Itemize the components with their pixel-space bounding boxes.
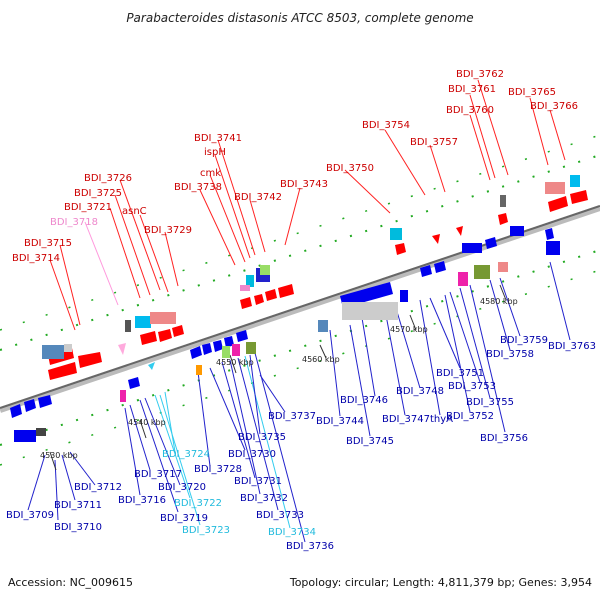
gene-label[interactable]: BDI_3728 [194,464,242,475]
gene-label[interactable]: BDI_3730 [228,449,276,460]
gene-label[interactable]: BDI_3724 [162,449,210,460]
tick-label-4580: 4580 kbp [480,297,518,306]
gene-label[interactable]: BDI_3723 [182,525,230,536]
genome-map-page: Parabacteroides distasonis ATCC 8503, co… [0,0,600,600]
gene-label[interactable]: BDI_3710 [54,522,102,533]
gene-label[interactable]: BDI_3759 [500,335,548,346]
gene-label[interactable]: BDI_3736 [286,541,334,552]
gene-label[interactable]: BDI_3748 [396,386,444,397]
gene-label[interactable]: BDI_3741 [194,133,242,144]
bottom-gene-labels: BDI_3709 BDI_3710 BDI_3711 BDI_3712 BDI_… [6,335,596,552]
tick-label-4560: 4560 kbp [302,355,340,364]
tick-label-4540: 4540 kbp [128,418,166,427]
gene-label[interactable]: BDI_3709 [6,510,54,521]
gene-label[interactable]: BDI_3729 [144,225,192,236]
gene-label[interactable]: BDI_3763 [548,341,596,352]
gene-label[interactable]: BDI_3726 [84,173,132,184]
gene-label[interactable]: BDI_3719 [160,513,208,524]
topology-text: Topology: circular; Length: 4,811,379 bp… [289,576,592,589]
gene-label[interactable]: asnC [122,206,147,217]
gene-label[interactable]: ispH [204,147,226,158]
gene-label[interactable]: BDI_3758 [486,349,534,360]
gene-label[interactable]: BDI_3738 [174,182,222,193]
gene-label[interactable]: BDI_3756 [480,433,528,444]
gene-label[interactable]: BDI_3753 [448,381,496,392]
gene-label[interactable]: BDI_3718 [50,217,98,228]
genome-backbone [0,208,600,410]
top-gene-labels: BDI_3714 BDI_3715 BDI_3718 BDI_3721 BDI_… [12,69,578,264]
gene-label[interactable]: BDI_3745 [346,436,394,447]
gene-label[interactable]: BDI_3712 [74,482,122,493]
gene-label[interactable]: BDI_3711 [54,500,102,511]
gene-label[interactable]: BDI_3737 [268,411,316,422]
gene-label[interactable]: BDI_3766 [530,101,578,112]
gene-label[interactable]: BDI_3733 [256,510,304,521]
gene-label[interactable]: BDI_3754 [362,120,410,131]
gene-label[interactable]: BDI_3747 [382,414,430,425]
gene-label[interactable]: BDI_3742 [234,192,282,203]
gene-label[interactable]: BDI_3750 [326,163,374,174]
gene-label[interactable]: BDI_3735 [238,432,286,443]
gene-label[interactable]: BDI_3765 [508,87,556,98]
gene-label[interactable]: BDI_3731 [234,476,282,487]
gene-label[interactable]: BDI_3725 [74,188,122,199]
accession-text: Accession: NC_009615 [8,576,133,589]
reverse-strand-genes [10,226,560,442]
gene-label[interactable]: BDI_3721 [64,202,112,213]
gene-label[interactable]: cmk [200,168,221,179]
tick-label-4570: 4570 kbp [390,325,428,334]
gene-label[interactable]: BDI_3761 [448,84,496,95]
top-leader-lines [50,80,565,330]
gene-label[interactable]: BDI_3757 [410,137,458,148]
gene-label[interactable]: BDI_3722 [174,498,222,509]
tick-label-4550: 4550 kbp [216,358,254,367]
gene-label[interactable]: BDI_3744 [316,416,364,427]
gene-label[interactable]: BDI_3743 [280,179,328,190]
gene-label[interactable]: BDI_3714 [12,253,60,264]
genome-map: Parabacteroides distasonis ATCC 8503, co… [0,0,600,600]
gene-label[interactable]: BDI_3720 [158,482,206,493]
gene-label[interactable]: BDI_3717 [134,469,182,480]
gene-label[interactable]: BDI_3752 [446,411,494,422]
gene-label[interactable]: BDI_3755 [466,397,514,408]
gene-label[interactable]: BDI_3751 [436,368,484,379]
gene-label[interactable]: BDI_3760 [446,105,494,116]
gene-label[interactable]: BDI_3734 [268,527,316,538]
gene-label[interactable]: BDI_3732 [240,493,288,504]
gene-label[interactable]: BDI_3746 [340,395,388,406]
map-title: Parabacteroides distasonis ATCC 8503, co… [126,11,473,25]
gene-label[interactable]: BDI_3715 [24,238,72,249]
gene-label[interactable]: BDI_3762 [456,69,504,80]
tick-label-4530: 4530 kbp [40,451,78,460]
gene-label[interactable]: BDI_3716 [118,495,166,506]
